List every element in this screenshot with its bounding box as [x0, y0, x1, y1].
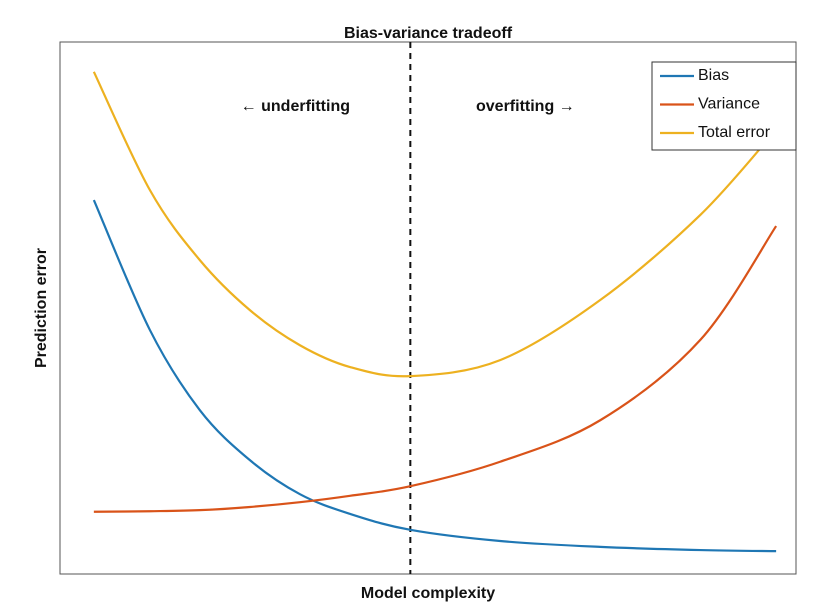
annotation: ← underfitting [241, 98, 350, 115]
line-series [93, 225, 778, 513]
line-series [92, 71, 777, 378]
y-axis-label: Prediction error [33, 248, 50, 368]
x-axis-label: Model complexity [361, 585, 495, 602]
chart-title: Bias-variance tradeoff [344, 25, 513, 42]
annotation: overfitting → [476, 98, 575, 115]
legend-label: Total error [698, 124, 771, 141]
legend-label: Bias [698, 67, 729, 84]
line-series [92, 199, 777, 553]
legend-label: Variance [698, 96, 760, 113]
